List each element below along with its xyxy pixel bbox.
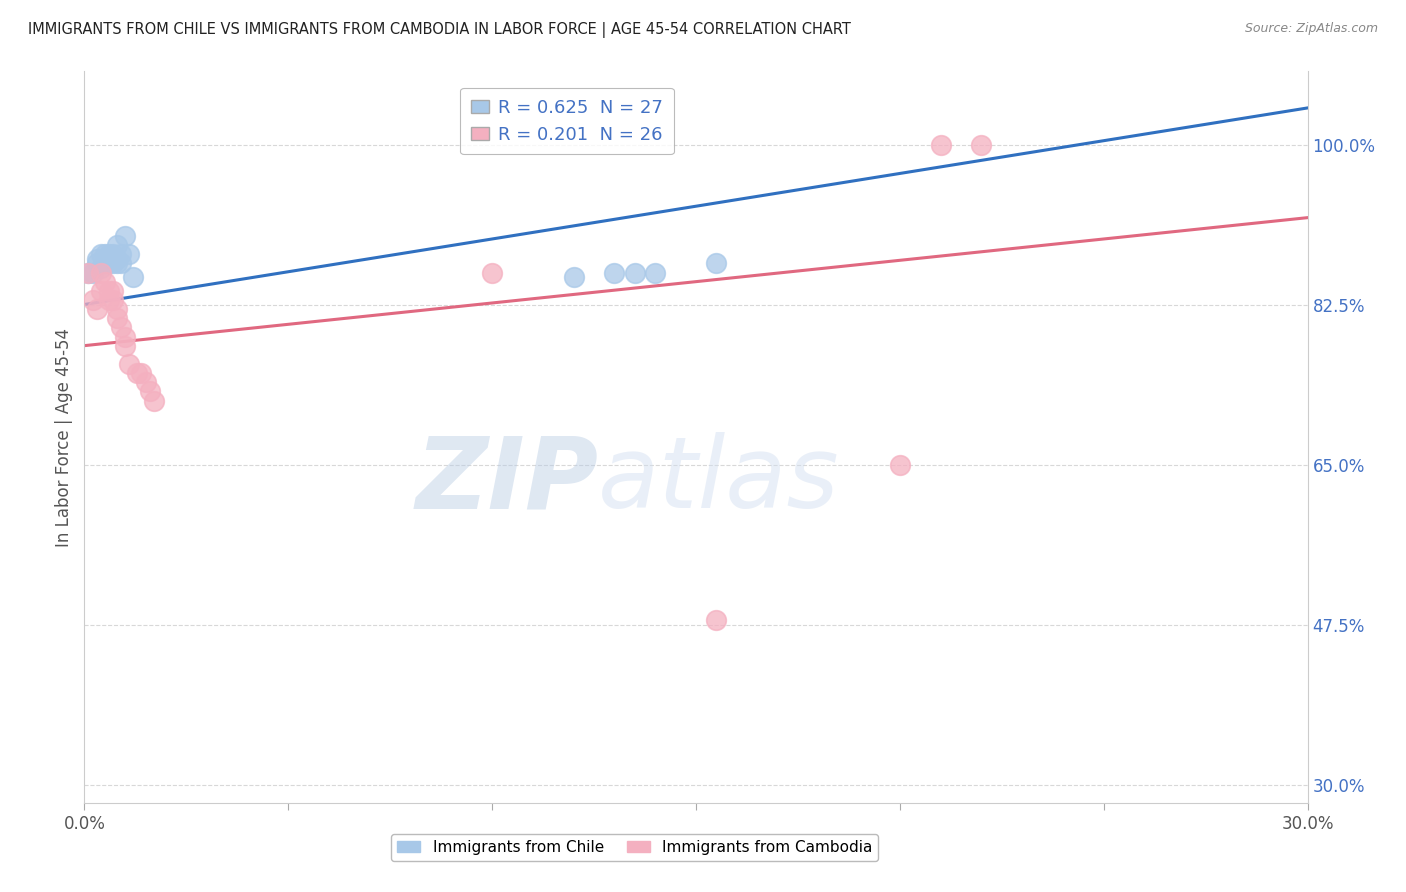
Point bbox=[90, 247, 112, 261]
Point bbox=[114, 338, 136, 352]
Point bbox=[101, 252, 124, 266]
Point bbox=[86, 252, 108, 266]
Point bbox=[114, 228, 136, 243]
Point bbox=[110, 256, 132, 270]
Point bbox=[114, 329, 136, 343]
Point bbox=[105, 256, 128, 270]
Point bbox=[131, 366, 153, 380]
Point bbox=[77, 266, 100, 280]
Point bbox=[110, 247, 132, 261]
Point bbox=[97, 256, 120, 270]
Point bbox=[624, 266, 647, 280]
Point bbox=[82, 293, 104, 307]
Text: Source: ZipAtlas.com: Source: ZipAtlas.com bbox=[1244, 22, 1378, 36]
Point bbox=[110, 320, 132, 334]
Point bbox=[101, 284, 124, 298]
Point bbox=[97, 247, 120, 261]
Point bbox=[706, 256, 728, 270]
Point bbox=[562, 270, 585, 285]
Point bbox=[93, 247, 115, 261]
Point bbox=[118, 247, 141, 261]
Y-axis label: In Labor Force | Age 45-54: In Labor Force | Age 45-54 bbox=[55, 327, 73, 547]
Point bbox=[77, 266, 100, 280]
Text: ZIP: ZIP bbox=[415, 433, 598, 530]
Point bbox=[118, 357, 141, 371]
Point bbox=[105, 252, 128, 266]
Point bbox=[101, 247, 124, 261]
Point bbox=[90, 266, 112, 280]
Point bbox=[105, 301, 128, 317]
Point bbox=[93, 256, 115, 270]
Point bbox=[101, 256, 124, 270]
Point bbox=[135, 376, 157, 390]
Point bbox=[101, 293, 124, 307]
Text: IMMIGRANTS FROM CHILE VS IMMIGRANTS FROM CAMBODIA IN LABOR FORCE | AGE 45-54 COR: IMMIGRANTS FROM CHILE VS IMMIGRANTS FROM… bbox=[28, 22, 851, 38]
Point bbox=[142, 393, 165, 408]
Point bbox=[93, 256, 115, 270]
Point bbox=[127, 366, 149, 380]
Point bbox=[97, 293, 120, 307]
Point bbox=[90, 284, 112, 298]
Point bbox=[889, 458, 911, 472]
Point bbox=[105, 311, 128, 326]
Point bbox=[86, 301, 108, 317]
Point bbox=[90, 260, 112, 275]
Point bbox=[138, 384, 160, 399]
Point bbox=[644, 266, 666, 280]
Point bbox=[929, 137, 952, 152]
Point bbox=[481, 266, 503, 280]
Point bbox=[603, 266, 626, 280]
Point bbox=[970, 137, 993, 152]
Point bbox=[86, 256, 108, 270]
Point bbox=[105, 238, 128, 252]
Point bbox=[82, 266, 104, 280]
Legend: Immigrants from Chile, Immigrants from Cambodia: Immigrants from Chile, Immigrants from C… bbox=[391, 834, 879, 861]
Point bbox=[706, 613, 728, 627]
Point bbox=[97, 284, 120, 298]
Text: atlas: atlas bbox=[598, 433, 839, 530]
Point bbox=[93, 275, 115, 289]
Point bbox=[122, 270, 145, 285]
